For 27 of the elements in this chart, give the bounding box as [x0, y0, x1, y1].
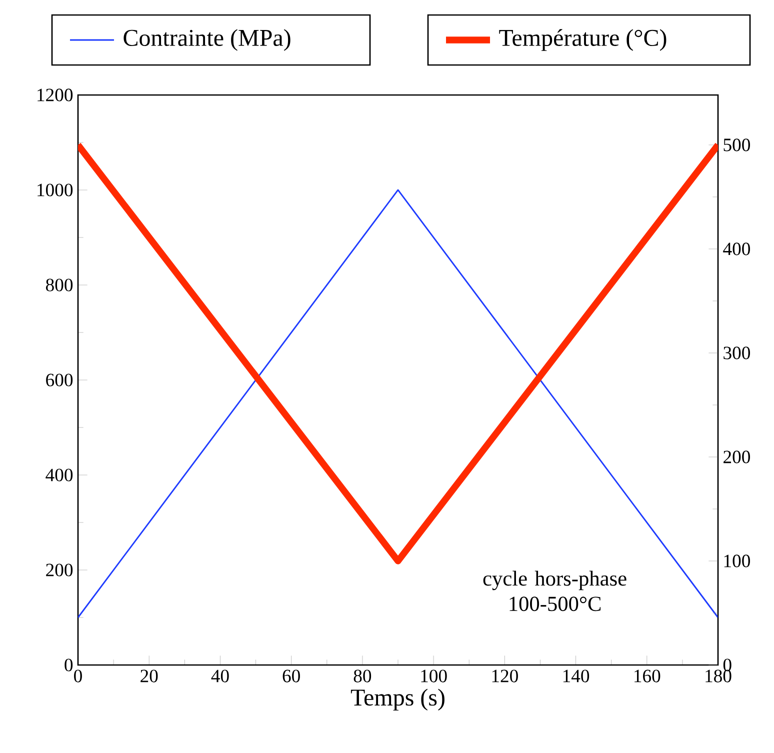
y-tick-label: 400	[46, 468, 73, 482]
x-tick-label: 20	[140, 670, 158, 682]
y-tick-label: 600	[46, 374, 73, 386]
y2-tick-label: 100	[724, 554, 750, 568]
x-tick-label: 80	[354, 670, 372, 682]
x-tick-label: 60	[282, 670, 300, 682]
x-tick-label: 0	[74, 670, 82, 682]
annotation: cycle hors-phase 100-500°C	[483, 570, 626, 612]
y2-tick-label: 200	[724, 450, 750, 464]
y2-tick-label: 0	[723, 658, 732, 672]
y-tick-label: 0	[64, 658, 73, 672]
x-tick-label: 180	[706, 670, 732, 682]
x-axis-title: Temps (s)	[350, 688, 444, 711]
y-tick-label: 200	[46, 564, 73, 576]
x-tick-label: 160	[634, 670, 660, 682]
y-tick-label: 1200	[38, 88, 73, 102]
y2-tick-label: 400	[723, 242, 750, 256]
x-tick-label: 100	[421, 670, 447, 682]
x-tick-label: 40	[211, 670, 229, 682]
legend-label: Contrainte (MPa)	[124, 29, 290, 51]
y-tick-label: 1000	[38, 184, 73, 196]
x-tick-label: 120	[492, 670, 518, 682]
x-tick-label: 140	[563, 670, 590, 682]
y2-tick-label: 300	[724, 346, 750, 360]
legend-label: Température (°C)	[499, 29, 666, 51]
y-tick-label: 800	[46, 278, 73, 292]
y2-tick-label: 500	[724, 138, 750, 152]
